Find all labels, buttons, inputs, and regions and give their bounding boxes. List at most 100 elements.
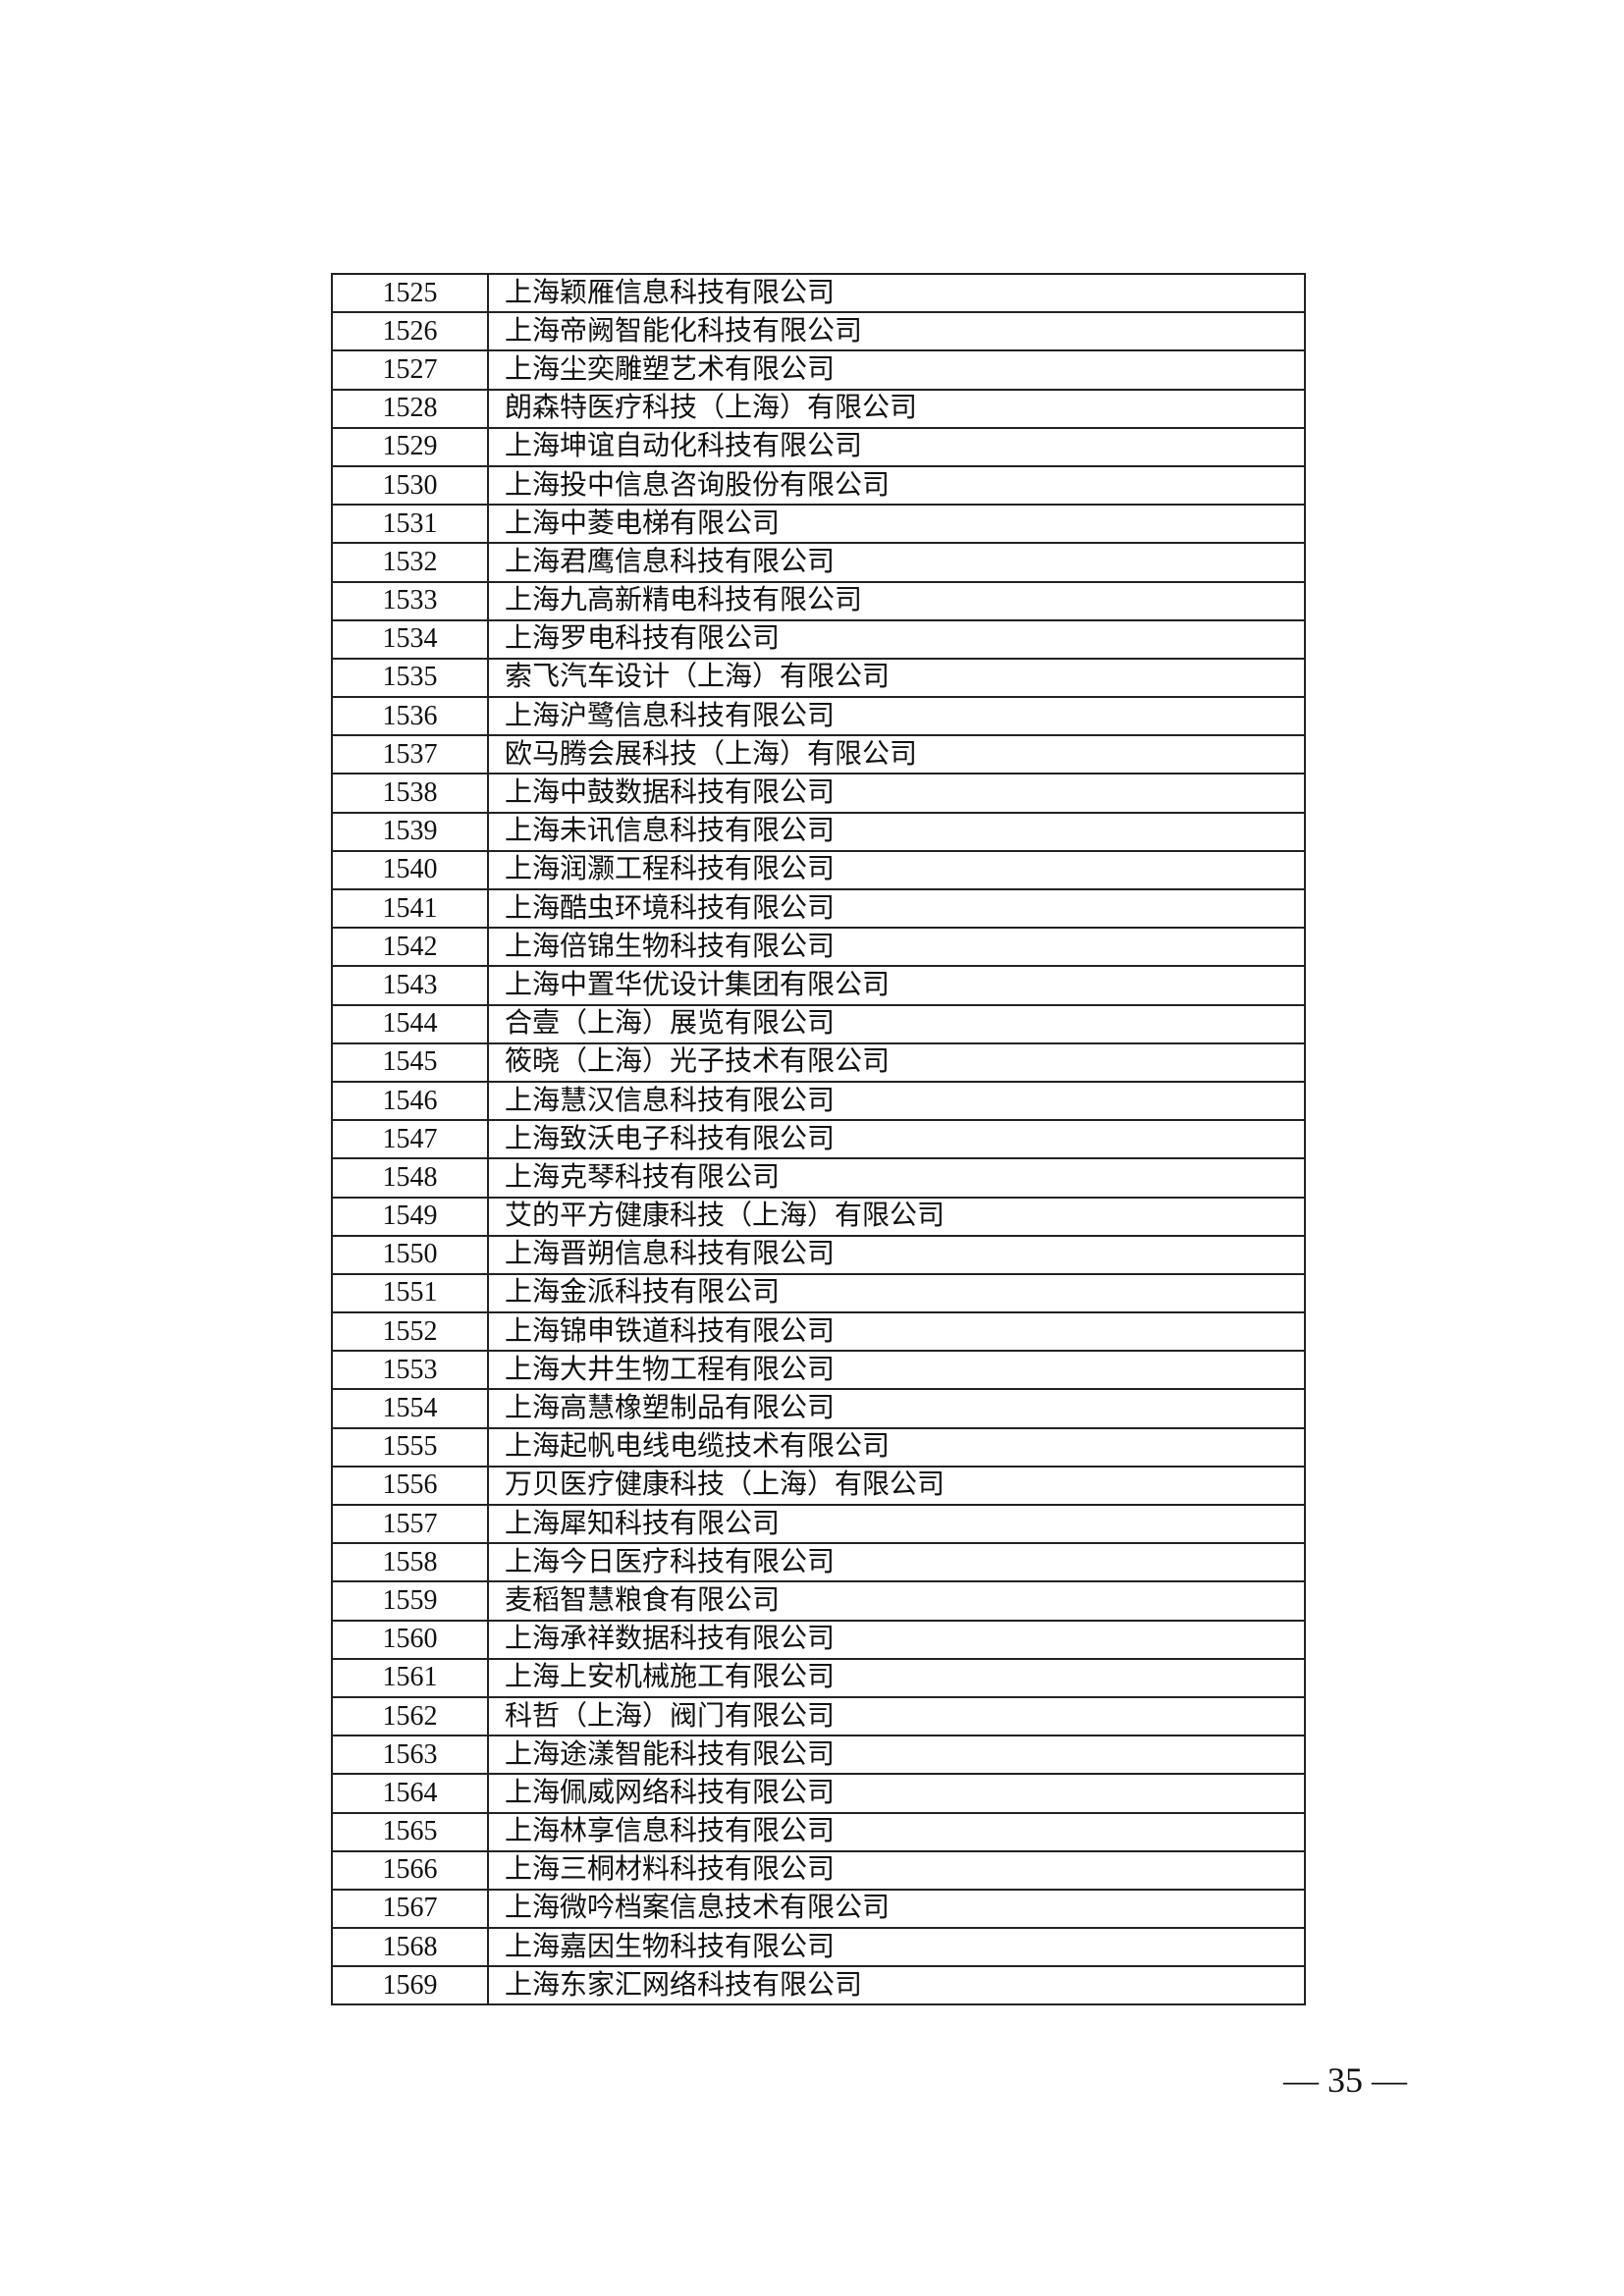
row-number: 1566	[331, 1849, 489, 1891]
table-row: 1548 上海克琴科技有限公司	[331, 1157, 1306, 1199]
company-name: 麦稻智慧粮食有限公司	[487, 1580, 1306, 1622]
table-row: 1562 科哲（上海）阀门有限公司	[331, 1695, 1306, 1737]
row-number: 1557	[331, 1503, 489, 1545]
row-number: 1561	[331, 1657, 489, 1698]
table-row: 1560 上海承祥数据科技有限公司	[331, 1619, 1306, 1660]
row-number: 1541	[331, 887, 489, 930]
table-row: 1547 上海致沃电子科技有限公司	[331, 1119, 1306, 1160]
company-name: 科哲（上海）阀门有限公司	[487, 1695, 1306, 1737]
company-name: 上海致沃电子科技有限公司	[487, 1119, 1306, 1160]
table-row: 1534 上海罗电科技有限公司	[331, 618, 1306, 660]
company-name: 上海尘奕雕塑艺术有限公司	[487, 349, 1306, 391]
company-name: 上海微吟档案信息技术有限公司	[487, 1888, 1306, 1930]
table-row: 1554 上海高慧橡塑制品有限公司	[331, 1388, 1306, 1429]
company-name: 艾的平方健康科技（上海）有限公司	[487, 1196, 1306, 1237]
table-row: 1567 上海微吟档案信息技术有限公司	[331, 1888, 1306, 1930]
company-name: 上海罗电科技有限公司	[487, 618, 1306, 660]
row-number: 1555	[331, 1426, 489, 1468]
company-name: 上海佩威网络科技有限公司	[487, 1773, 1306, 1814]
row-number: 1537	[331, 734, 489, 775]
row-number: 1550	[331, 1234, 489, 1275]
row-number: 1554	[331, 1388, 489, 1429]
row-number: 1547	[331, 1119, 489, 1160]
company-name: 上海三桐材料科技有限公司	[487, 1849, 1306, 1891]
table-row: 1566 上海三桐材料科技有限公司	[331, 1849, 1306, 1891]
row-number: 1539	[331, 811, 489, 852]
company-name: 合壹（上海）展览有限公司	[487, 1003, 1306, 1044]
table-row: 1538 上海中鼓数据科技有限公司	[331, 773, 1306, 814]
company-name: 上海中置华优设计集团有限公司	[487, 965, 1306, 1006]
table-row: 1549 艾的平方健康科技（上海）有限公司	[331, 1196, 1306, 1237]
row-number: 1562	[331, 1695, 489, 1737]
row-number: 1525	[331, 272, 489, 314]
company-name: 上海未讯信息科技有限公司	[487, 811, 1306, 852]
table-row: 1551 上海金派科技有限公司	[331, 1272, 1306, 1314]
company-name: 上海克琴科技有限公司	[487, 1157, 1306, 1199]
row-number: 1543	[331, 965, 489, 1006]
table-row: 1561 上海上安机械施工有限公司	[331, 1657, 1306, 1698]
table-row: 1557 上海犀知科技有限公司	[331, 1503, 1306, 1545]
table-row: 1546 上海慧汉信息科技有限公司	[331, 1080, 1306, 1122]
row-number: 1565	[331, 1811, 489, 1852]
row-number: 1530	[331, 464, 489, 507]
row-number: 1540	[331, 849, 489, 891]
row-number: 1533	[331, 580, 489, 621]
row-number: 1527	[331, 349, 489, 391]
row-number: 1528	[331, 388, 489, 429]
company-name: 上海九高新精电科技有限公司	[487, 580, 1306, 621]
company-name: 上海犀知科技有限公司	[487, 1503, 1306, 1545]
company-name: 朗森特医疗科技（上海）有限公司	[487, 388, 1306, 429]
company-name: 万贝医疗健康科技（上海）有限公司	[487, 1465, 1306, 1507]
company-name: 上海投中信息咨询股份有限公司	[487, 464, 1306, 507]
row-number: 1546	[331, 1080, 489, 1122]
company-name: 上海高慧橡塑制品有限公司	[487, 1388, 1306, 1429]
table-row: 1532 上海君鹰信息科技有限公司	[331, 542, 1306, 583]
table-row: 1528 朗森特医疗科技（上海）有限公司	[331, 388, 1306, 429]
company-name: 上海林享信息科技有限公司	[487, 1811, 1306, 1852]
table-row: 1541 上海酷虫环境科技有限公司	[331, 887, 1306, 930]
company-name: 上海坤谊自动化科技有限公司	[487, 426, 1306, 467]
table-row: 1533 上海九高新精电科技有限公司	[331, 580, 1306, 621]
row-number: 1548	[331, 1157, 489, 1199]
company-name: 上海东家汇网络科技有限公司	[487, 1965, 1306, 2006]
company-name: 上海晋朔信息科技有限公司	[487, 1234, 1306, 1275]
company-name: 上海承祥数据科技有限公司	[487, 1619, 1306, 1660]
row-number: 1526	[331, 311, 489, 352]
table-row: 1568 上海嘉因生物科技有限公司	[331, 1927, 1306, 1968]
row-number: 1552	[331, 1311, 489, 1353]
company-name: 上海途漾智能科技有限公司	[487, 1735, 1306, 1776]
company-name: 上海帝阙智能化科技有限公司	[487, 311, 1306, 352]
row-number: 1551	[331, 1272, 489, 1314]
row-number: 1564	[331, 1773, 489, 1814]
table-row: 1555 上海起帆电线电缆技术有限公司	[331, 1426, 1306, 1468]
row-number: 1544	[331, 1003, 489, 1044]
company-name: 欧马腾会展科技（上海）有限公司	[487, 734, 1306, 775]
table-row: 1535 索飞汽车设计（上海）有限公司	[331, 657, 1306, 699]
company-name: 索飞汽车设计（上海）有限公司	[487, 657, 1306, 699]
company-name: 上海酷虫环境科技有限公司	[487, 887, 1306, 930]
table-row: 1552 上海锦申铁道科技有限公司	[331, 1311, 1306, 1353]
company-name: 上海润灏工程科技有限公司	[487, 849, 1306, 891]
company-name: 上海今日医疗科技有限公司	[487, 1542, 1306, 1583]
row-number: 1553	[331, 1350, 489, 1391]
table-row: 1556 万贝医疗健康科技（上海）有限公司	[331, 1465, 1306, 1507]
company-name: 上海倍锦生物科技有限公司	[487, 927, 1306, 968]
table-row: 1564 上海佩威网络科技有限公司	[331, 1773, 1306, 1814]
table-row: 1525 上海颖雁信息科技有限公司	[331, 272, 1306, 314]
table-row: 1553 上海大井生物工程有限公司	[331, 1350, 1306, 1391]
table-row: 1545 筱晓（上海）光子技术有限公司	[331, 1041, 1306, 1083]
row-number: 1535	[331, 657, 489, 699]
row-number: 1569	[331, 1965, 489, 2006]
row-number: 1545	[331, 1041, 489, 1083]
company-name: 上海金派科技有限公司	[487, 1272, 1306, 1314]
table-row: 1563 上海途漾智能科技有限公司	[331, 1735, 1306, 1776]
row-number: 1556	[331, 1465, 489, 1507]
row-number: 1560	[331, 1619, 489, 1660]
table-row: 1565 上海林享信息科技有限公司	[331, 1811, 1306, 1852]
table-row: 1540 上海润灏工程科技有限公司	[331, 849, 1306, 891]
table-row: 1542 上海倍锦生物科技有限公司	[331, 927, 1306, 968]
row-number: 1542	[331, 927, 489, 968]
table-row: 1537 欧马腾会展科技（上海）有限公司	[331, 734, 1306, 775]
row-number: 1549	[331, 1196, 489, 1237]
company-name: 上海中鼓数据科技有限公司	[487, 773, 1306, 814]
